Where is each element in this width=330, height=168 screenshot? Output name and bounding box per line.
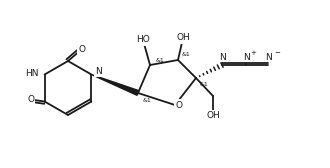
Text: OH: OH — [176, 33, 190, 43]
Text: O: O — [176, 100, 182, 110]
Text: N: N — [95, 67, 102, 76]
Text: N: N — [244, 53, 250, 62]
Text: O: O — [79, 45, 85, 53]
Text: &1: &1 — [182, 52, 191, 57]
Text: &1: &1 — [143, 97, 152, 102]
Text: N: N — [218, 53, 225, 62]
Text: +: + — [250, 50, 256, 56]
Text: &1: &1 — [200, 82, 209, 88]
Text: N: N — [266, 53, 272, 62]
Polygon shape — [91, 74, 139, 95]
Text: OH: OH — [206, 112, 220, 120]
Text: HN: HN — [25, 69, 39, 78]
Text: &1: &1 — [156, 57, 165, 62]
Text: HO: HO — [136, 35, 150, 45]
Text: O: O — [27, 95, 34, 104]
Text: −: − — [274, 50, 280, 56]
